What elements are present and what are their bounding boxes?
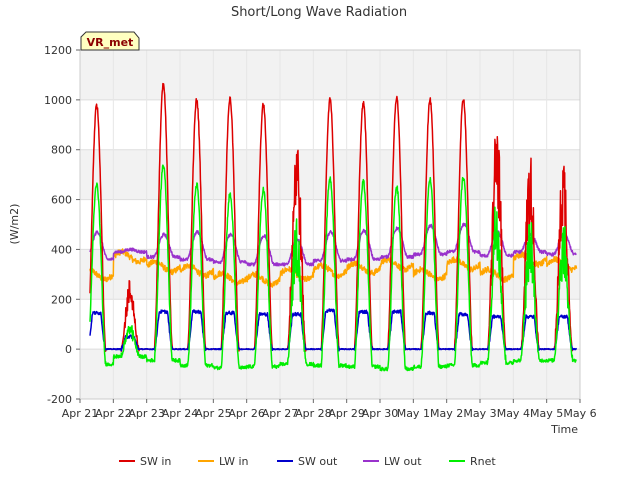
series-lw-in-line: [89, 248, 578, 288]
badge-shape: [80, 31, 140, 51]
x-tick-label: Apr 24: [162, 407, 199, 420]
y-tick-label: 800: [51, 144, 72, 157]
y-axis: -200 0 200 400 600 800 1000 1200: [44, 44, 80, 406]
legend-label-lw-in: LW in: [219, 455, 249, 468]
x-tick-label: May 2: [430, 407, 463, 420]
plot-frame: [79, 49, 581, 400]
x-tick-label: Apr 28: [295, 407, 332, 420]
y-tick-label: 200: [51, 293, 72, 306]
y-tick-label: 600: [51, 194, 72, 207]
x-tick-label: Apr 21: [62, 407, 99, 420]
x-tick-label: May 1: [397, 407, 430, 420]
plot-background: [80, 50, 580, 399]
plot-band: [80, 349, 580, 399]
x-tick-label: May 4: [497, 407, 530, 420]
y-tick-label: 0: [65, 343, 72, 356]
plot-band: [80, 99, 580, 150]
y-tick-label: -200: [47, 393, 72, 406]
series-layer: [89, 82, 578, 372]
y-axis-label: (W/m2): [8, 204, 21, 245]
x-tick-label: Apr 30: [362, 407, 399, 420]
x-tick-label: Apr 22: [95, 407, 132, 420]
plot-band: [80, 50, 580, 100]
legend-label-sw-out: SW out: [298, 455, 338, 468]
y-tick-label: 400: [51, 243, 72, 256]
y-tick-label: 1000: [44, 94, 72, 107]
x-tick-label: May 6: [563, 407, 596, 420]
station-badge: VR_met: [80, 31, 140, 51]
plot-band: [80, 199, 580, 250]
plot-band: [80, 149, 580, 200]
x-tick-label: May 5: [530, 407, 563, 420]
x-tick-label: Apr 27: [262, 407, 299, 420]
x-tick-label: Apr 26: [228, 407, 265, 420]
y-tick-label: 1200: [44, 44, 72, 57]
legend-label-sw-in: SW in: [140, 455, 171, 468]
x-tick-label: Apr 29: [328, 407, 365, 420]
legend-label-lw-out: LW out: [384, 455, 422, 468]
series-rnet-line: [89, 164, 577, 372]
x-tick-label: Apr 23: [128, 407, 165, 420]
chart-title: Short/Long Wave Radiation: [231, 5, 407, 20]
x-tick-label: Apr 25: [195, 407, 232, 420]
x-tick-label: May 3: [463, 407, 496, 420]
plot-band: [80, 299, 580, 350]
badge-label: VR_met: [87, 36, 134, 49]
legend: SW in LW in SW out LW out Rnet: [119, 455, 496, 468]
x-axis-label: Time: [550, 423, 578, 436]
legend-label-rnet: Rnet: [470, 455, 496, 468]
